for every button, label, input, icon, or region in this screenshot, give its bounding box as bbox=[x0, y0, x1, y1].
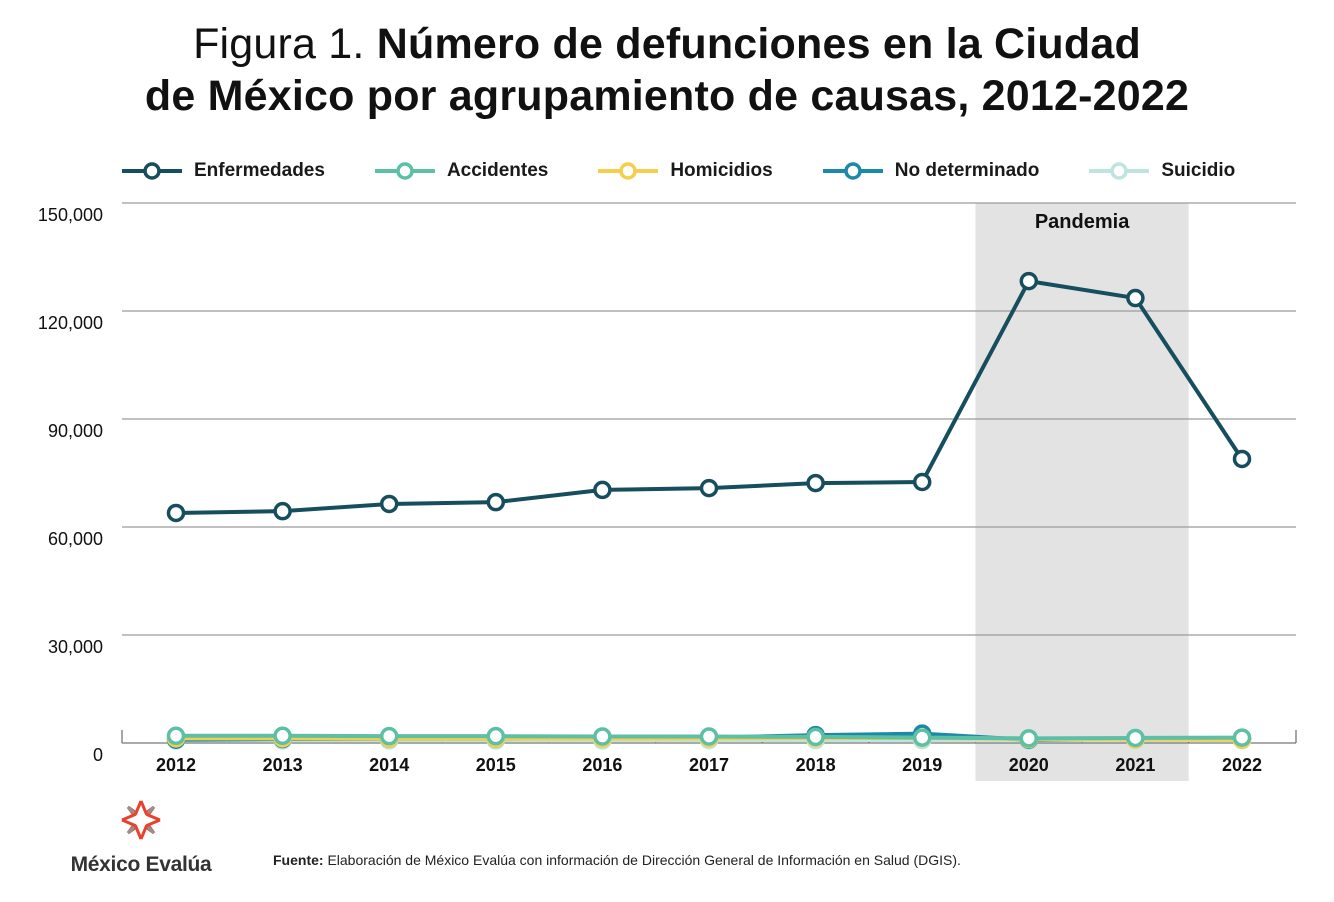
data-point bbox=[273, 726, 292, 746]
x-tick-label: 2021 bbox=[1115, 755, 1155, 775]
title-line-1: Figura 1. Número de defunciones en la Ci… bbox=[0, 18, 1334, 70]
x-tick-label: 2015 bbox=[476, 755, 516, 775]
x-tick-label: 2020 bbox=[1009, 755, 1049, 775]
series-enfermedades bbox=[166, 271, 1252, 523]
title-main-1: Número de defunciones en la Ciudad bbox=[376, 20, 1141, 68]
source-text: Elaboración de México Evalúa con informa… bbox=[323, 852, 961, 868]
line-chart: Pandemia 0 30,000 60,000 90,000 120,000 150,00… bbox=[38, 202, 1297, 781]
data-point bbox=[912, 728, 932, 747]
x-tick-label: 2022 bbox=[1222, 755, 1262, 775]
legend-label: Homicidios bbox=[670, 160, 773, 181]
data-point bbox=[593, 727, 612, 746]
legend-label: Enfermedades bbox=[194, 160, 325, 181]
x-tick-label: 2014 bbox=[369, 755, 409, 775]
legend-item: Enfermedades bbox=[122, 159, 325, 183]
data-point bbox=[1019, 729, 1039, 748]
source-label: Fuente: bbox=[273, 852, 324, 868]
series-accidentes bbox=[166, 726, 1252, 748]
legend-label: Suicidio bbox=[1161, 160, 1236, 181]
x-tick-label: 2017 bbox=[689, 755, 729, 775]
data-point bbox=[486, 492, 506, 512]
data-point bbox=[1126, 728, 1145, 748]
chart-legend: Enfermedades Accidentes Homicidios No deter… bbox=[122, 156, 1285, 186]
legend-item: Suicidio bbox=[1089, 159, 1235, 183]
title-line-2: de México por agrupamiento de causas, 20… bbox=[0, 70, 1334, 122]
x-tick-label: 2012 bbox=[156, 755, 196, 775]
y-tick-label: 60,000 bbox=[48, 529, 103, 549]
data-point bbox=[1126, 288, 1145, 308]
y-tick-label: 90,000 bbox=[48, 421, 103, 441]
x-tick-label: 2019 bbox=[902, 755, 942, 775]
legend-item: Homicidios bbox=[598, 159, 773, 183]
x-tick-label: 2013 bbox=[263, 755, 303, 775]
title-prefix: Figura 1. bbox=[193, 20, 365, 68]
legend-marker-icon bbox=[1089, 162, 1150, 180]
chart-title: Figura 1. Número de defunciones en la Ci… bbox=[0, 18, 1334, 122]
data-point bbox=[699, 478, 719, 498]
data-point bbox=[166, 503, 186, 523]
y-tick-label: 30,000 bbox=[48, 637, 103, 657]
data-point bbox=[1232, 728, 1252, 747]
data-point bbox=[699, 727, 719, 746]
x-tick-label: 2016 bbox=[582, 755, 622, 775]
legend-marker-icon bbox=[374, 162, 435, 180]
data-point bbox=[379, 494, 399, 514]
legend-marker-icon bbox=[122, 162, 182, 180]
data-point bbox=[1232, 449, 1252, 469]
data-point bbox=[166, 726, 186, 746]
data-point bbox=[912, 472, 932, 492]
legend-item: Accidentes bbox=[374, 159, 549, 183]
source-note: Fuente: Elaboración de México Evalúa con… bbox=[273, 852, 961, 868]
data-point bbox=[273, 501, 292, 521]
y-tick-label: 120,000 bbox=[38, 313, 103, 333]
pandemia-band bbox=[975, 203, 1189, 781]
legend-item: No determinado bbox=[822, 159, 1040, 183]
data-point bbox=[1019, 271, 1039, 291]
y-tick-label: 0 bbox=[93, 745, 103, 765]
data-point bbox=[379, 726, 399, 746]
mexico-evalua-logo: México Evalúa bbox=[66, 798, 216, 877]
x-tick-label: 2018 bbox=[796, 755, 836, 775]
data-point bbox=[486, 726, 506, 746]
legend-label: Accidentes bbox=[446, 160, 549, 181]
legend-label: No determinado bbox=[894, 160, 1040, 181]
pandemia-label: Pandemia bbox=[1035, 211, 1130, 233]
star-logo-icon bbox=[121, 800, 161, 840]
data-point bbox=[806, 473, 825, 493]
data-point bbox=[593, 480, 612, 500]
title-main-2: de México por agrupamiento de causas, 20… bbox=[144, 72, 1190, 120]
y-tick-label: 150,000 bbox=[38, 205, 103, 225]
legend-marker-icon bbox=[822, 162, 883, 180]
logo-text: México Evalúa bbox=[70, 853, 212, 876]
legend-marker-icon bbox=[598, 162, 659, 180]
data-point bbox=[806, 727, 825, 747]
